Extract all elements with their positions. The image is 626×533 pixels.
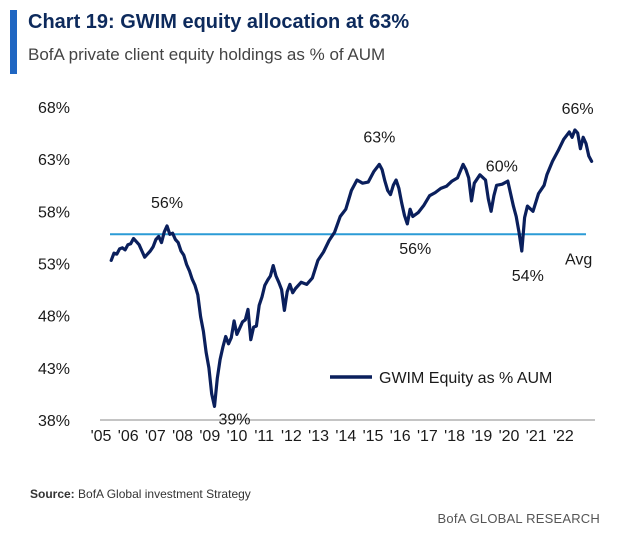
x-tick-label: '12 (281, 428, 302, 445)
x-tick-label: '16 (390, 428, 411, 445)
x-tick-label: '11 (254, 428, 274, 445)
data-annotation-label: 60% (486, 159, 518, 176)
chart-area: 68% 63% 58% 53% 48% 43% 38% '05 '06 '07 '08 '09 '10 '… (38, 100, 595, 445)
x-tick-label: '22 (553, 428, 574, 445)
x-tick-label: '20 (499, 428, 520, 445)
x-tick-label: '09 (199, 428, 220, 445)
y-tick-label: 53% (38, 257, 70, 274)
data-annotation-label: 63% (363, 129, 395, 146)
y-tick-label: 38% (38, 413, 70, 430)
chart-title: Chart 19: GWIM equity allocation at 63% (28, 11, 410, 33)
x-tick-label: '17 (417, 428, 438, 445)
x-tick-label: '15 (363, 428, 384, 445)
data-annotation-label: 56% (399, 241, 431, 258)
x-tick-label: '06 (118, 428, 139, 445)
branding-text: BofA GLOBAL RESEARCH (437, 511, 600, 526)
y-tick-label: 43% (38, 361, 70, 378)
x-tick-label: '07 (145, 428, 166, 445)
x-tick-label: '13 (308, 428, 329, 445)
source-note: Source: BofA Global investment Strategy (30, 487, 251, 501)
source-text: BofA Global investment Strategy (78, 487, 251, 501)
chart-subtitle: BofA private client equity holdings as %… (28, 45, 386, 64)
source-label: Source: (30, 487, 75, 501)
y-tick-label: 63% (38, 152, 70, 169)
x-tick-label: '14 (335, 428, 356, 445)
average-label: Avg (565, 251, 592, 268)
x-tick-label: '21 (526, 428, 547, 445)
y-tick-label: 58% (38, 204, 70, 221)
series-line-gwim-equity (109, 128, 594, 408)
y-tick-label: 68% (38, 100, 70, 117)
legend-label: GWIM Equity as % AUM (379, 370, 552, 387)
x-tick-label: '18 (444, 428, 465, 445)
x-tick-label: '08 (172, 428, 193, 445)
data-annotation-label: 39% (219, 411, 251, 428)
x-tick-label: '19 (471, 428, 492, 445)
title-accent-bar (10, 10, 17, 74)
y-tick-label: 48% (38, 309, 70, 326)
x-tick-label: '10 (227, 428, 248, 445)
data-annotation-label: 66% (562, 101, 594, 118)
data-annotation-label: 56% (151, 195, 183, 212)
x-tick-label: '05 (91, 428, 112, 445)
data-annotation-label: 54% (512, 268, 544, 285)
